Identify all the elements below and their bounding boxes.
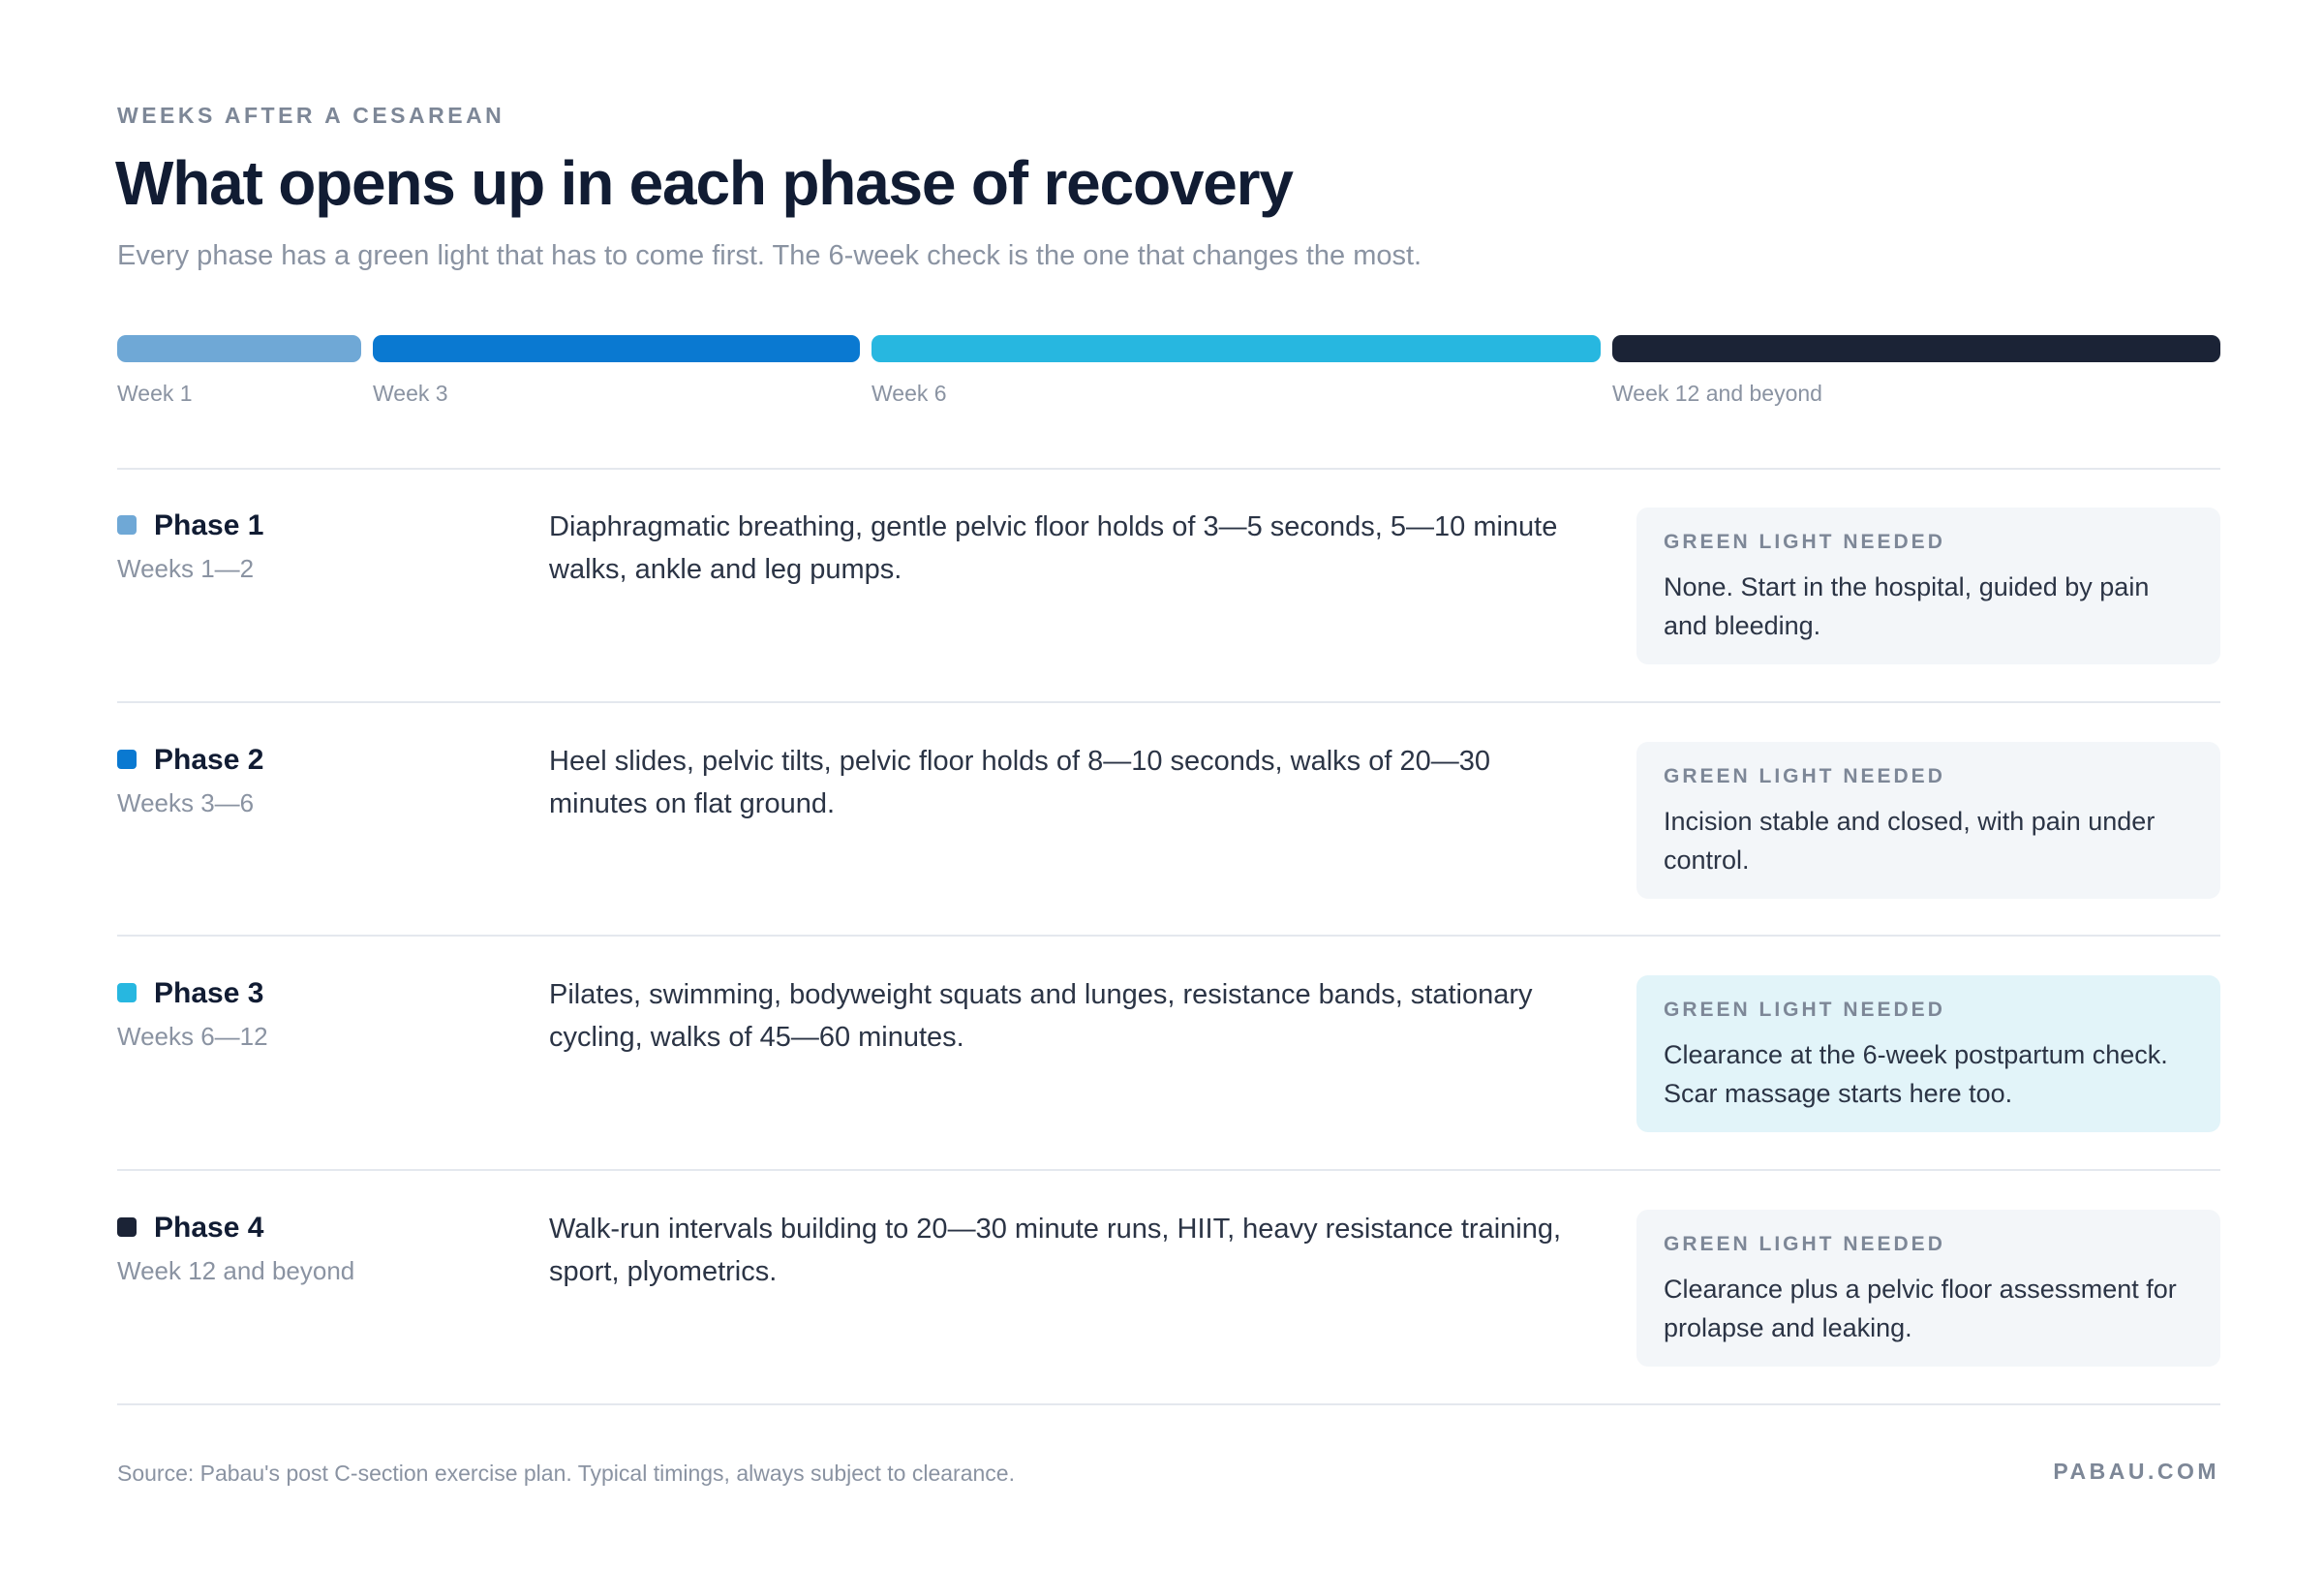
phase-3-color-swatch — [117, 983, 137, 1002]
brand-name: PABAU.COM — [2053, 1459, 2219, 1484]
row-divider — [117, 1403, 2220, 1405]
phase-2-name: Phase 2 — [154, 744, 264, 776]
timeline-bar-week-1 — [117, 335, 361, 362]
phase-3-green-light-card: GREEN LIGHT NEEDED Clearance at the 6-we… — [1636, 975, 2220, 1132]
row-divider — [117, 468, 2220, 470]
phase-2-activities: Heel slides, pelvic tilts, pelvic floor … — [549, 746, 1490, 819]
phase-4-activities: Walk-run intervals building to 20—30 min… — [549, 1214, 1562, 1287]
timeline-label-week-3: Week 3 — [373, 381, 448, 406]
timeline-label-week-1: Week 1 — [117, 381, 193, 406]
source-note: Source: Pabau's post C-section exercise … — [117, 1461, 1015, 1486]
phase-4-color-swatch — [117, 1217, 137, 1237]
phase-1-green-light-card: GREEN LIGHT NEEDED None. Start in the ho… — [1636, 508, 2220, 664]
page-subtitle: Every phase has a green light that has t… — [117, 240, 1422, 271]
green-light-label: GREEN LIGHT NEEDED — [1664, 765, 1945, 787]
row-divider — [117, 935, 2220, 937]
green-light-label: GREEN LIGHT NEEDED — [1664, 999, 1945, 1021]
phase-3-activities: Pilates, swimming, bodyweight squats and… — [549, 979, 1533, 1053]
timeline-bar-week-6 — [872, 335, 1601, 362]
timeline-label-week-12: Week 12 and beyond — [1612, 381, 1822, 406]
phase-4-name: Phase 4 — [154, 1212, 264, 1244]
phase-4-green-light-card: GREEN LIGHT NEEDED Clearance plus a pelv… — [1636, 1210, 2220, 1367]
phase-1-weeks: Weeks 1—2 — [117, 554, 255, 583]
phase-2-color-swatch — [117, 750, 137, 769]
phase-2-green-light-card: GREEN LIGHT NEEDED Incision stable and c… — [1636, 742, 2220, 899]
green-light-text: Clearance at the 6-week postpartum check… — [1664, 1040, 2168, 1108]
green-light-text: Clearance plus a pelvic floor assessment… — [1664, 1275, 2177, 1342]
phase-3-weeks: Weeks 6—12 — [117, 1022, 268, 1051]
page-title: What opens up in each phase of recovery — [115, 148, 1294, 218]
eyebrow-label: WEEKS AFTER A CESAREAN — [117, 103, 505, 128]
phase-2-weeks: Weeks 3—6 — [117, 788, 255, 817]
green-light-label: GREEN LIGHT NEEDED — [1664, 1233, 1945, 1255]
phase-4-weeks: Week 12 and beyond — [117, 1256, 355, 1285]
row-divider — [117, 701, 2220, 703]
phase-1-activities: Diaphragmatic breathing, gentle pelvic f… — [549, 511, 1558, 585]
phase-3-name: Phase 3 — [154, 977, 264, 1009]
phase-1-name: Phase 1 — [154, 509, 264, 541]
row-divider — [117, 1169, 2220, 1171]
green-light-text: Incision stable and closed, with pain un… — [1664, 807, 2156, 875]
green-light-label: GREEN LIGHT NEEDED — [1664, 531, 1945, 553]
timeline-bar-week-3 — [373, 335, 860, 362]
phase-1-color-swatch — [117, 515, 137, 535]
timeline-bar-week-12 — [1612, 335, 2220, 362]
timeline-label-week-6: Week 6 — [872, 381, 947, 406]
green-light-text: None. Start in the hospital, guided by p… — [1664, 572, 2150, 640]
